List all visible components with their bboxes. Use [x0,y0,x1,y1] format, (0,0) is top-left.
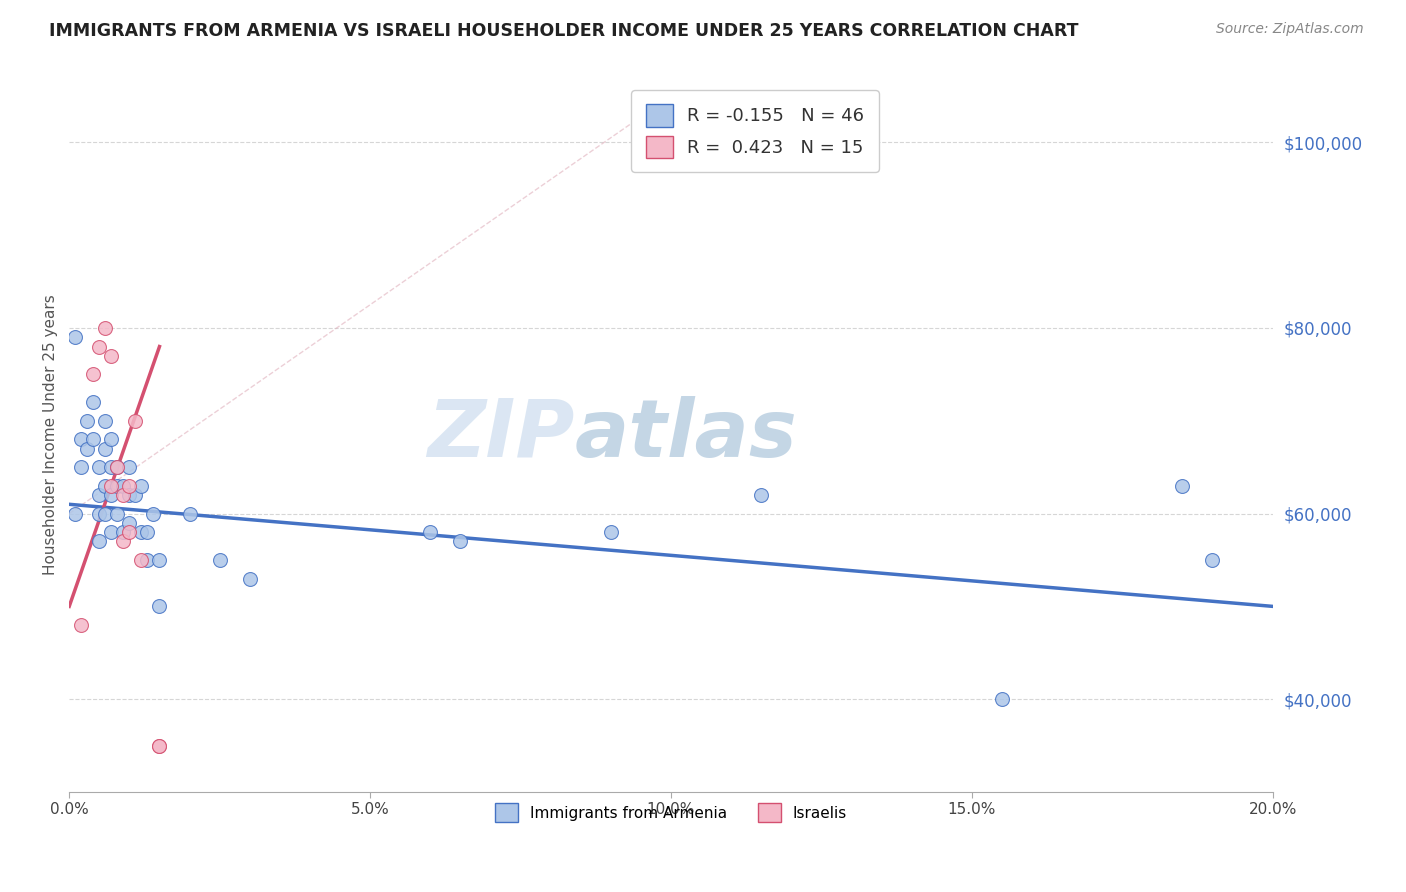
Point [118,460,141,475]
Point [105,460,128,475]
Point [70,433,93,447]
Point [94,479,117,493]
Point [118,479,141,493]
Point [112,534,135,549]
Point [105,460,128,475]
Text: atlas: atlas [575,396,797,474]
Point [749,488,772,502]
Point [148,739,170,753]
Point [131,525,153,540]
Point [89,534,111,549]
Point [89,488,111,502]
Point [94,321,117,335]
Point [142,507,165,521]
Point [82,433,104,447]
Point [148,739,170,753]
Point [100,433,122,447]
Point [1201,553,1223,567]
Point [105,479,128,493]
Point [76,414,98,428]
Text: ZIP: ZIP [427,396,575,474]
Point [449,534,471,549]
Point [65,507,87,521]
Point [136,553,159,567]
Point [124,414,146,428]
Point [419,525,441,540]
Point [76,442,98,456]
Point [599,525,621,540]
Point [89,340,111,354]
Point [136,525,159,540]
Point [100,460,122,475]
Text: Source: ZipAtlas.com: Source: ZipAtlas.com [1216,22,1364,37]
Point [70,460,93,475]
Point [239,572,262,586]
Point [105,507,128,521]
Text: IMMIGRANTS FROM ARMENIA VS ISRAELI HOUSEHOLDER INCOME UNDER 25 YEARS CORRELATION: IMMIGRANTS FROM ARMENIA VS ISRAELI HOUSE… [49,22,1078,40]
Point [70,618,93,632]
Point [89,507,111,521]
Point [82,368,104,382]
Legend: Immigrants from Armenia, Israelis: Immigrants from Armenia, Israelis [482,791,859,834]
Point [131,553,153,567]
Point [112,525,135,540]
Point [112,479,135,493]
Point [94,507,117,521]
Point [148,553,170,567]
Point [94,442,117,456]
Point [208,553,231,567]
Point [100,349,122,363]
Point [118,525,141,540]
Point [100,525,122,540]
Point [112,488,135,502]
Point [131,479,153,493]
Point [82,395,104,409]
Point [100,488,122,502]
Point [65,330,87,344]
Point [148,599,170,614]
Y-axis label: Householder Income Under 25 years: Householder Income Under 25 years [44,294,58,575]
Point [124,488,146,502]
Point [100,479,122,493]
Point [179,507,201,521]
Point [991,692,1014,706]
Point [118,488,141,502]
Point [118,516,141,530]
Point [1171,479,1194,493]
Point [89,460,111,475]
Point [94,414,117,428]
